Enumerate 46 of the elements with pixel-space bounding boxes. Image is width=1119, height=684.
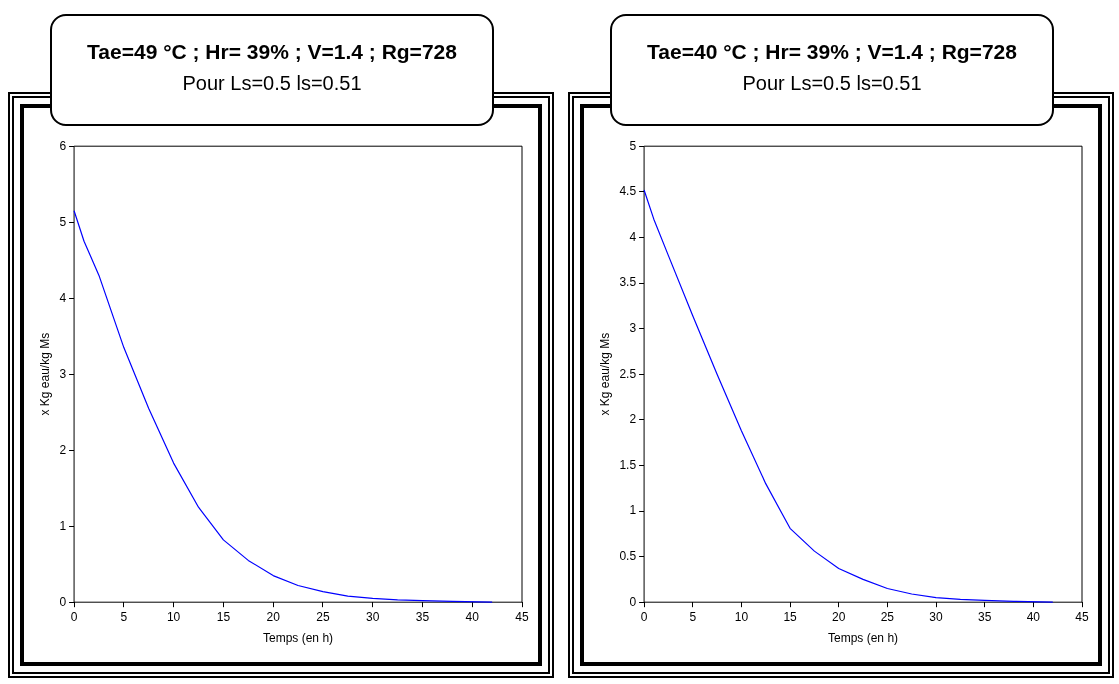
y-tick-label: 2 — [629, 412, 637, 427]
x-tick-label: 40 — [1026, 609, 1041, 624]
y-tick-label: 3 — [59, 366, 67, 381]
y-tick-label: 0 — [629, 594, 637, 609]
y-tick-label: 6 — [59, 138, 67, 153]
x-tick-label: 30 — [929, 609, 944, 624]
x-tick-label: 10 — [166, 609, 181, 624]
y-tick-label: 1.5 — [619, 457, 637, 472]
chart-subtitle: Pour Ls=0.5 ls=0.51 — [741, 72, 923, 95]
x-axis-title: Temps (en h) — [263, 631, 334, 646]
x-tick-label: 5 — [689, 609, 697, 624]
x-tick-label: 20 — [266, 609, 281, 624]
y-axis-title: x Kg eau/kg Ms — [37, 332, 52, 416]
chart-subtitle: Pour Ls=0.5 ls=0.51 — [181, 72, 363, 95]
x-tick-label: 40 — [465, 609, 480, 624]
x-tick-label: 15 — [783, 609, 798, 624]
chart-title: Tae=40 °C ; Hr= 39% ; V=1.4 ; Rg=728 — [646, 40, 1018, 64]
x-tick-label: 45 — [1075, 609, 1089, 624]
y-axis-title: x Kg eau/kg Ms — [597, 332, 612, 416]
y-tick-label: 3 — [629, 320, 637, 335]
x-tick-label: 30 — [366, 609, 380, 624]
x-tick-label: 0 — [640, 609, 648, 624]
x-tick-label: 25 — [316, 609, 330, 624]
y-tick-label: 1 — [59, 518, 67, 533]
y-tick-label: 4.5 — [619, 184, 637, 199]
x-tick-label: 20 — [832, 609, 846, 624]
x-tick-label: 35 — [978, 609, 992, 624]
x-tick-label: 5 — [120, 609, 128, 624]
y-tick-label: 2 — [59, 442, 67, 457]
y-tick-label: 5 — [59, 214, 67, 229]
x-tick-label: 15 — [216, 609, 231, 624]
y-tick-label: 0.5 — [619, 548, 637, 563]
chart-title: Tae=49 °C ; Hr= 39% ; V=1.4 ; Rg=728 — [86, 40, 458, 64]
y-tick-label: 4 — [59, 290, 67, 305]
y-tick-label: 2.5 — [619, 366, 637, 381]
x-tick-label: 10 — [734, 609, 749, 624]
x-tick-label: 0 — [70, 609, 78, 624]
y-tick-label: 5 — [629, 138, 637, 153]
y-tick-label: 0 — [59, 594, 67, 609]
x-tick-label: 25 — [880, 609, 895, 624]
x-axis-title: Temps (en h) — [828, 631, 899, 646]
y-tick-label: 3.5 — [619, 275, 637, 290]
y-tick-label: 4 — [629, 229, 637, 244]
x-tick-label: 35 — [415, 609, 430, 624]
y-tick-label: 1 — [629, 503, 637, 518]
x-tick-label: 45 — [515, 609, 529, 624]
